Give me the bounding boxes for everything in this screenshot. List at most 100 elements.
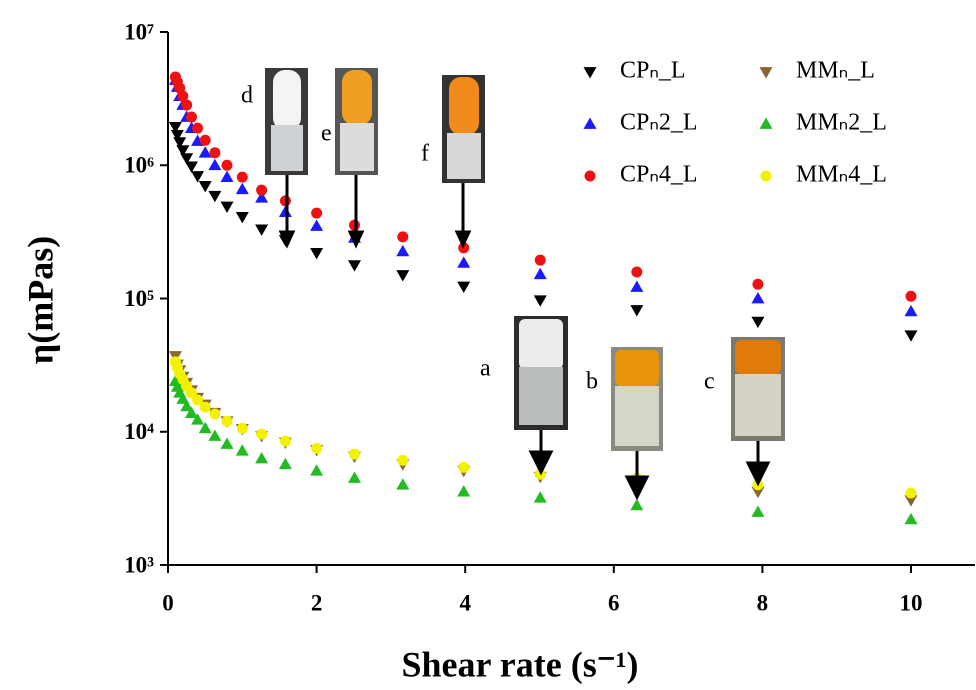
arrow-head xyxy=(528,450,554,476)
point xyxy=(458,461,470,473)
legend: CPₙ_L CPₙ2_L CPₙ4_L MMₙ_L MMₙ2_L MMₙ4_L xyxy=(583,58,887,188)
point xyxy=(221,159,233,171)
point xyxy=(397,454,409,466)
point xyxy=(311,442,323,454)
point xyxy=(170,130,184,142)
point xyxy=(208,190,222,203)
axes: 0 2 4 6 8 10 10³ 10⁴ 10⁵ 10⁶ 10⁷ xyxy=(124,19,975,615)
annotation: c xyxy=(704,369,715,395)
point xyxy=(255,451,269,464)
point xyxy=(348,448,360,460)
point xyxy=(184,406,198,418)
point xyxy=(185,111,197,123)
arrow-head xyxy=(624,475,650,501)
legend-label: CPₙ4_L xyxy=(620,162,698,188)
point xyxy=(630,498,644,511)
point xyxy=(630,280,644,292)
vial-top xyxy=(519,319,563,369)
y-tick-label: 10⁶ xyxy=(124,153,154,178)
point xyxy=(209,147,221,159)
point xyxy=(180,153,194,165)
point xyxy=(191,413,205,425)
point xyxy=(255,224,269,236)
point xyxy=(533,295,547,307)
point xyxy=(236,171,248,183)
annotation: a xyxy=(480,356,491,382)
point xyxy=(533,491,547,503)
point xyxy=(235,444,249,456)
point xyxy=(397,231,409,243)
point xyxy=(198,146,212,158)
vial-top xyxy=(615,350,659,386)
point xyxy=(278,457,292,470)
x-tick-label: 6 xyxy=(608,590,620,615)
point xyxy=(347,471,361,483)
point xyxy=(630,305,644,317)
point xyxy=(751,316,765,329)
legend-marker xyxy=(759,67,773,79)
point xyxy=(279,195,291,207)
point xyxy=(235,211,249,224)
point xyxy=(256,184,268,196)
points xyxy=(168,71,918,525)
x-tick-label: 10 xyxy=(900,590,923,615)
vial-body xyxy=(519,367,563,425)
point xyxy=(457,281,471,294)
point xyxy=(396,270,410,282)
point xyxy=(457,256,471,268)
point xyxy=(199,401,211,413)
annotation: f xyxy=(421,141,429,167)
point xyxy=(180,399,194,412)
legend-marker xyxy=(583,67,597,79)
y-tick-label: 10³ xyxy=(124,552,154,577)
point xyxy=(751,292,765,304)
point xyxy=(631,266,643,278)
point xyxy=(310,219,324,231)
x-axis-title: Shear rate (s⁻¹) xyxy=(401,644,638,684)
point xyxy=(256,428,268,440)
point xyxy=(177,90,189,102)
vial-photos xyxy=(265,68,785,451)
legend-label: MMₙ4_L xyxy=(796,162,887,188)
legend-label: CPₙ_L xyxy=(620,58,686,84)
y-axis-title: η(mPas) xyxy=(20,236,60,364)
point xyxy=(904,495,918,507)
point xyxy=(279,435,291,447)
point xyxy=(348,219,360,231)
point xyxy=(181,99,193,111)
legend-label: MMₙ2_L xyxy=(796,110,887,136)
point xyxy=(220,170,234,182)
legend-marker xyxy=(583,117,597,129)
arrow-head xyxy=(454,230,472,249)
point xyxy=(905,487,917,499)
point xyxy=(198,421,212,434)
point xyxy=(311,207,323,219)
point xyxy=(236,422,248,434)
point xyxy=(168,122,182,134)
point xyxy=(904,330,918,342)
point xyxy=(533,267,547,280)
x-tick-label: 2 xyxy=(311,590,323,615)
point xyxy=(235,182,249,195)
arrow-head xyxy=(347,230,365,249)
x-tick-label: 0 xyxy=(162,590,174,615)
point xyxy=(220,201,234,214)
vial-top xyxy=(273,70,301,130)
y-tick-label: 10⁷ xyxy=(124,19,154,44)
point xyxy=(173,137,187,149)
annotation: b xyxy=(586,369,598,395)
x-tick-label: 8 xyxy=(757,590,769,615)
point xyxy=(904,304,918,317)
legend-marker xyxy=(759,117,773,129)
point xyxy=(396,244,410,257)
point xyxy=(347,260,361,272)
point xyxy=(534,254,546,266)
point xyxy=(191,171,205,183)
vial-top xyxy=(449,77,479,135)
vial-body xyxy=(271,125,303,171)
point xyxy=(185,387,197,399)
point xyxy=(220,437,234,449)
legend-marker xyxy=(760,170,772,182)
point xyxy=(208,429,222,441)
